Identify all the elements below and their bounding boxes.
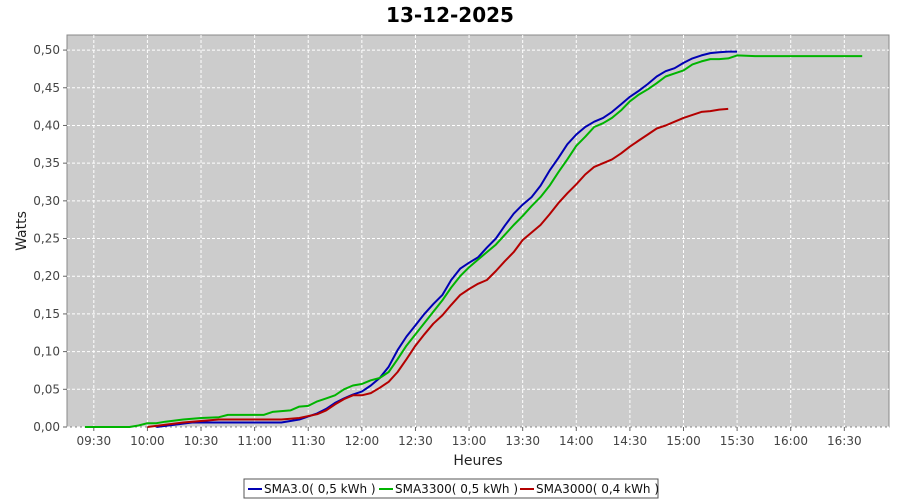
- x-tick-label: 15:00: [666, 434, 701, 448]
- y-tick-label: 0,45: [33, 81, 60, 95]
- x-tick-label: 16:30: [827, 434, 862, 448]
- x-tick-label: 15:30: [720, 434, 755, 448]
- y-tick-label: 0,25: [33, 232, 60, 246]
- x-tick-label: 09:30: [77, 434, 112, 448]
- y-tick-label: 0,20: [33, 269, 60, 283]
- x-tick-label: 12:00: [345, 434, 380, 448]
- y-tick-label: 0,50: [33, 43, 60, 57]
- y-tick-label: 0,15: [33, 307, 60, 321]
- x-axis: 09:30 10:00 10:30 11:00 11:30 12:00 12:30 13:00…: [77, 427, 862, 448]
- plot-area: [66, 34, 890, 428]
- y-tick-label: 0,05: [33, 382, 60, 396]
- y-tick-label: 0,40: [33, 118, 60, 132]
- legend-label-1: SMA3.0( 0,5 kWh ): [264, 482, 376, 496]
- series-lines: [84, 50, 863, 428]
- x-tick-label: 10:30: [184, 434, 219, 448]
- x-tick-label: 13:00: [452, 434, 487, 448]
- series-line-1: [156, 50, 738, 428]
- series-line-3: [147, 107, 729, 428]
- x-tick-label: 10:00: [130, 434, 165, 448]
- legend-label-2: SMA3300( 0,5 kWh ): [395, 482, 518, 496]
- x-tick-label: 16:00: [773, 434, 808, 448]
- y-tick-label: 0,30: [33, 194, 60, 208]
- legend: SMA3.0( 0,5 kWh ) SMA3300( 0,5 kWh ) SMA30…: [243, 478, 659, 499]
- y-axis: 0,00 0,05 0,10 0,15 0,20 0,25 0,30 0,35 0,40 0,45…: [33, 43, 67, 434]
- series-line-2: [84, 54, 863, 428]
- chart-title: 13-12-2025: [386, 3, 514, 27]
- x-tick-label: 13:30: [505, 434, 540, 448]
- y-tick-label: 0,10: [33, 345, 60, 359]
- x-axis-label: Heures: [453, 453, 502, 469]
- grid-lines: [67, 35, 889, 428]
- y-axis-label: Watts: [14, 211, 30, 251]
- y-tick-label: 0,35: [33, 156, 60, 170]
- x-tick-label: 12:30: [398, 434, 433, 448]
- x-tick-label: 11:00: [237, 434, 272, 448]
- legend-label-3: SMA3000( 0,4 kWh ): [536, 482, 659, 496]
- y-tick-label: 0,00: [33, 420, 60, 434]
- x-tick-label: 11:30: [291, 434, 326, 448]
- x-tick-label: 14:30: [613, 434, 648, 448]
- legend-box: [243, 478, 659, 499]
- x-tick-label: 14:00: [559, 434, 594, 448]
